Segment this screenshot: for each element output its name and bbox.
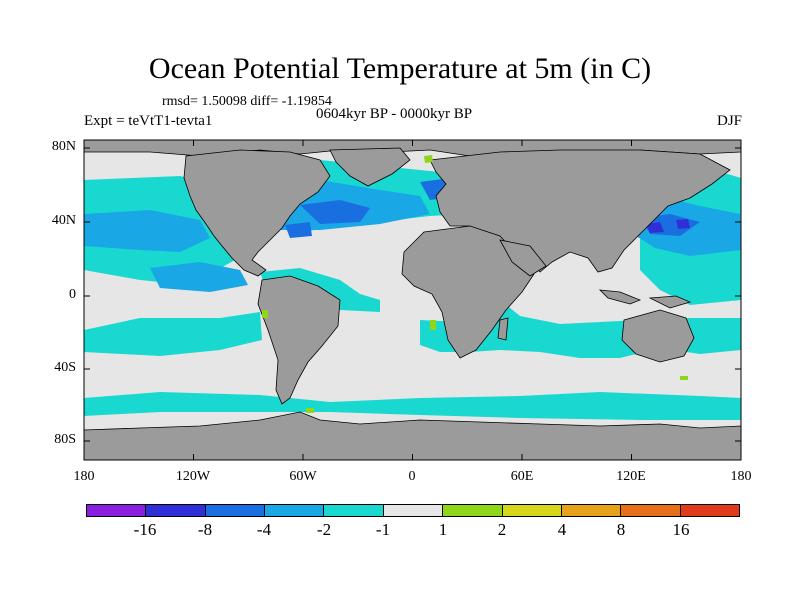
colorbar-label: 2 bbox=[497, 520, 507, 539]
colorbar-swatch bbox=[680, 505, 739, 516]
stats-text: rmsd= 1.50098 diff= -1.19854 bbox=[162, 94, 332, 109]
y-tick-label-0: 0 bbox=[69, 287, 76, 302]
colorbar-label: 16 bbox=[672, 520, 690, 539]
land-masses bbox=[84, 140, 741, 460]
x-tick-label-180e: 180 bbox=[730, 469, 752, 484]
x-tick-label-120w: 120W bbox=[175, 469, 211, 484]
colorbar-swatch bbox=[87, 505, 147, 516]
colorbar-swatch bbox=[502, 505, 562, 516]
plot-title: Ocean Potential Temperature at 5m (in C) bbox=[148, 52, 652, 85]
colorbar-swatch bbox=[324, 505, 384, 516]
x-ticks bbox=[83, 140, 742, 460]
colorbar-label: -8 bbox=[197, 520, 213, 539]
colorbar-label: -16 bbox=[133, 520, 157, 539]
colorbar-label: 8 bbox=[616, 520, 626, 539]
y-tick-label-80s: 80S bbox=[54, 432, 76, 447]
y-tick-label-80n: 80N bbox=[51, 139, 76, 154]
colorbar-swatch bbox=[561, 505, 622, 516]
warm-regions bbox=[262, 155, 688, 413]
y-tick-label-40s: 40S bbox=[54, 360, 76, 375]
x-tick-label-180w: 180 bbox=[73, 469, 95, 484]
colorbar-label: -1 bbox=[375, 520, 391, 539]
x-tick-label-120e: 120E bbox=[616, 469, 646, 484]
cool-max-regions bbox=[646, 219, 690, 233]
period-text: 0604kyr BP - 0000kyr BP bbox=[316, 106, 473, 122]
colorbar-swatch bbox=[383, 505, 444, 516]
map-layers bbox=[84, 140, 741, 460]
colorbar-label: -2 bbox=[316, 520, 332, 539]
colorbar-swatch bbox=[265, 505, 325, 516]
colorbar-swatch bbox=[146, 505, 206, 516]
colorbar-label: 4 bbox=[557, 520, 567, 539]
colorbar-label: -4 bbox=[256, 520, 272, 539]
colorbar-label: 1 bbox=[438, 520, 448, 539]
season-label: DJF bbox=[716, 113, 742, 129]
colorbar-swatch bbox=[205, 505, 266, 516]
y-ticks bbox=[84, 147, 741, 442]
colorbar bbox=[86, 504, 740, 517]
x-tick-label-60w: 60W bbox=[289, 469, 317, 484]
x-tick-label-60e: 60E bbox=[510, 469, 534, 484]
experiment-label: Expt = teVtT1-tevta1 bbox=[84, 113, 213, 129]
x-tick-label-0: 0 bbox=[408, 469, 416, 484]
colorbar-swatch bbox=[443, 505, 503, 516]
y-tick-label-40n: 40N bbox=[51, 213, 76, 228]
colorbar-swatch bbox=[621, 505, 681, 516]
